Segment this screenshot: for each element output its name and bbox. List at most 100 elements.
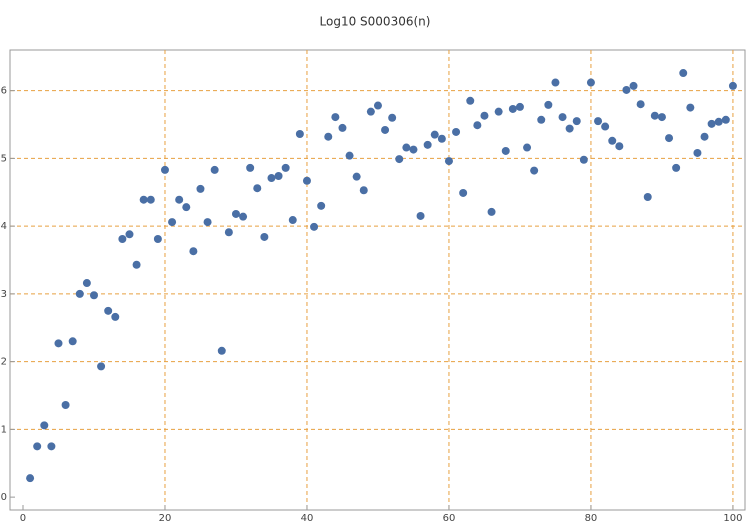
point — [459, 188, 468, 197]
point — [26, 474, 35, 483]
point — [508, 104, 517, 113]
point — [551, 78, 560, 87]
point — [253, 184, 262, 193]
point — [104, 306, 113, 315]
point — [373, 101, 382, 110]
point — [203, 218, 212, 227]
x-tick-label: 0 — [20, 513, 26, 524]
y-tick-label: 4 — [1, 221, 7, 232]
point — [523, 143, 532, 152]
point — [224, 228, 233, 237]
point — [665, 134, 674, 143]
point — [189, 247, 198, 256]
point — [281, 163, 290, 172]
y-tick-label: 5 — [1, 153, 7, 164]
y-tick-label: 0 — [1, 492, 7, 503]
point — [395, 155, 404, 164]
point — [125, 230, 134, 239]
point — [153, 235, 162, 244]
point — [317, 201, 326, 210]
point — [288, 216, 297, 225]
point — [466, 96, 475, 105]
point — [182, 203, 191, 212]
point — [132, 260, 141, 269]
chart-title: Log10 S000306(n) — [320, 15, 431, 29]
point — [579, 155, 588, 164]
x-tick-label: 40 — [301, 513, 314, 524]
plot-frame — [9, 49, 746, 511]
point — [33, 442, 42, 451]
point — [239, 212, 248, 221]
point — [601, 122, 610, 131]
point — [707, 119, 716, 128]
point — [338, 123, 347, 132]
y-tick-label: 6 — [1, 86, 7, 97]
point — [572, 117, 581, 126]
point — [47, 442, 56, 451]
point — [146, 195, 155, 204]
point — [686, 103, 695, 112]
point — [558, 113, 567, 122]
point — [586, 78, 595, 87]
point — [530, 166, 539, 175]
point — [537, 115, 546, 124]
point — [175, 195, 184, 204]
point — [310, 222, 319, 231]
point — [565, 124, 574, 133]
point — [118, 235, 127, 244]
point — [452, 127, 461, 136]
point — [331, 113, 340, 122]
point — [714, 117, 723, 126]
point — [82, 279, 91, 288]
point — [473, 121, 482, 130]
point — [693, 148, 702, 157]
point — [643, 193, 652, 202]
y-tick-label: 1 — [1, 424, 7, 435]
point — [324, 132, 333, 141]
x-tick-label: 60 — [443, 513, 456, 524]
point — [721, 115, 730, 124]
point — [444, 157, 453, 166]
point — [97, 362, 106, 371]
y-tick-label: 3 — [1, 289, 7, 300]
point — [160, 165, 169, 174]
point — [728, 81, 737, 90]
point — [217, 346, 226, 355]
point — [480, 111, 489, 120]
point — [196, 184, 205, 193]
point — [679, 69, 688, 78]
point — [494, 107, 503, 116]
point — [231, 209, 240, 218]
point — [700, 132, 709, 141]
point — [210, 165, 219, 174]
point — [594, 117, 603, 126]
point — [430, 130, 439, 139]
point — [168, 218, 177, 227]
point — [402, 143, 411, 152]
point — [657, 113, 666, 122]
point — [615, 142, 624, 151]
point — [68, 337, 77, 346]
x-tick-label: 80 — [585, 513, 598, 524]
point — [139, 195, 148, 204]
point — [409, 145, 418, 154]
y-tick-label: 2 — [1, 357, 7, 368]
point — [40, 421, 49, 430]
point — [260, 232, 269, 241]
point — [111, 312, 120, 321]
point — [622, 85, 631, 94]
point — [501, 146, 510, 155]
point — [423, 140, 432, 149]
point — [629, 81, 638, 90]
point — [416, 211, 425, 220]
point — [608, 136, 617, 145]
point — [437, 134, 446, 143]
point — [636, 100, 645, 109]
point — [274, 172, 283, 181]
point — [544, 100, 553, 109]
x-tick-label: 20 — [159, 513, 172, 524]
point — [267, 174, 276, 183]
point — [345, 151, 354, 160]
point — [295, 130, 304, 139]
